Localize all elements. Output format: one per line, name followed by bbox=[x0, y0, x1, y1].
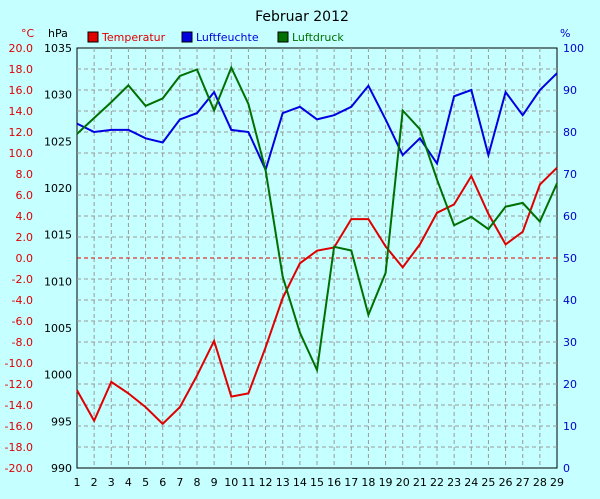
x-tick-label: 19 bbox=[379, 476, 393, 489]
x-tick-label: 7 bbox=[176, 476, 183, 489]
temperature-tick-label: 8.0 bbox=[16, 168, 34, 181]
temperature-tick-label: 20.0 bbox=[9, 42, 34, 55]
x-tick-label: 17 bbox=[344, 476, 358, 489]
legend-label: Luftfeuchte bbox=[196, 31, 259, 44]
temperature-tick-label: 18.0 bbox=[9, 63, 34, 76]
x-tick-label: 26 bbox=[499, 476, 513, 489]
temperature-tick-label: -16.0 bbox=[5, 420, 33, 433]
x-tick-label: 28 bbox=[533, 476, 547, 489]
x-tick-label: 10 bbox=[224, 476, 238, 489]
x-tick-label: 27 bbox=[516, 476, 530, 489]
x-tick-label: 2 bbox=[91, 476, 98, 489]
legend-swatch bbox=[277, 31, 289, 43]
temperature-tick-label: 10.0 bbox=[9, 147, 34, 160]
temperature-tick-label: 4.0 bbox=[16, 210, 34, 223]
temperature-tick-label: 14.0 bbox=[9, 105, 34, 118]
humidity-tick-label: 50 bbox=[563, 252, 577, 265]
legend-swatch bbox=[181, 31, 193, 43]
temperature-tick-label: 0.0 bbox=[16, 252, 34, 265]
x-tick-label: 8 bbox=[194, 476, 201, 489]
pressure-tick-label: 1025 bbox=[44, 135, 72, 148]
pressure-tick-label: 1005 bbox=[44, 322, 72, 335]
humidity-tick-label: 80 bbox=[563, 126, 577, 139]
x-tick-label: 20 bbox=[396, 476, 410, 489]
chart-title: Februar 2012 bbox=[255, 9, 349, 25]
humidity-tick-label: 0 bbox=[563, 462, 570, 475]
temperature-tick-label: -14.0 bbox=[5, 399, 33, 412]
temperature-tick-label: -2.0 bbox=[12, 273, 33, 286]
temperature-tick-label: 16.0 bbox=[9, 84, 34, 97]
humidity-unit-label: % bbox=[560, 27, 570, 40]
x-tick-label: 15 bbox=[310, 476, 324, 489]
x-tick-label: 6 bbox=[159, 476, 166, 489]
pressure-tick-label: 1035 bbox=[44, 42, 72, 55]
legend-swatch bbox=[87, 31, 99, 43]
humidity-tick-label: 100 bbox=[563, 42, 584, 55]
x-tick-label: 3 bbox=[108, 476, 115, 489]
x-tick-label: 18 bbox=[361, 476, 375, 489]
temperature-tick-label: 12.0 bbox=[9, 126, 34, 139]
humidity-tick-label: 40 bbox=[563, 294, 577, 307]
x-tick-label: 14 bbox=[293, 476, 307, 489]
series-line bbox=[76, 65, 558, 374]
humidity-tick-label: 60 bbox=[563, 210, 577, 223]
x-tick-label: 29 bbox=[550, 476, 564, 489]
x-tick-label: 22 bbox=[430, 476, 444, 489]
pressure-tick-label: 1015 bbox=[44, 229, 72, 242]
pressure-tick-label: 1000 bbox=[44, 369, 72, 382]
x-tick-label: 25 bbox=[481, 476, 495, 489]
x-tick-label: 13 bbox=[276, 476, 290, 489]
x-tick-label: 16 bbox=[327, 476, 341, 489]
temperature-tick-label: -10.0 bbox=[5, 357, 33, 370]
legend: Temperatur Luftfeuchte Luftdruck bbox=[87, 31, 344, 44]
pressure-tick-label: 1020 bbox=[44, 182, 72, 195]
humidity-tick-label: 70 bbox=[563, 168, 577, 181]
x-tick-label: 24 bbox=[464, 476, 478, 489]
x-tick-label: 9 bbox=[211, 476, 218, 489]
humidity-tick-label: 20 bbox=[563, 378, 577, 391]
humidity-tick-label: 90 bbox=[563, 84, 577, 97]
temperature-tick-label: 6.0 bbox=[16, 189, 34, 202]
pressure-tick-label: 1030 bbox=[44, 89, 72, 102]
x-tick-label: 1 bbox=[74, 476, 81, 489]
pressure-tick-label: 995 bbox=[51, 415, 72, 428]
x-tick-label: 4 bbox=[125, 476, 132, 489]
x-tick-label: 11 bbox=[241, 476, 255, 489]
temperature-tick-label: -18.0 bbox=[5, 441, 33, 454]
temperature-tick-label: -12.0 bbox=[5, 378, 33, 391]
humidity-tick-label: 10 bbox=[563, 420, 577, 433]
x-tick-label: 21 bbox=[413, 476, 427, 489]
legend-label: Luftdruck bbox=[292, 31, 344, 44]
pressure-tick-label: 1010 bbox=[44, 275, 72, 288]
pressure-unit-label: hPa bbox=[48, 27, 68, 40]
temperature-tick-label: 2.0 bbox=[16, 231, 34, 244]
temperature-tick-label: -20.0 bbox=[5, 462, 33, 475]
series-line bbox=[76, 166, 558, 426]
humidity-tick-label: 30 bbox=[563, 336, 577, 349]
temperature-unit-label: °C bbox=[21, 27, 35, 40]
plot-area: -20.0 -18.0 -16.0 -14.0 -12.0 -10.0 -8.0 -6.0 -4… bbox=[5, 42, 584, 489]
pressure-tick-label: 990 bbox=[51, 462, 72, 475]
x-tick-label: 5 bbox=[142, 476, 149, 489]
temperature-tick-label: -8.0 bbox=[12, 336, 33, 349]
temperature-tick-label: -6.0 bbox=[12, 315, 33, 328]
x-tick-label: 23 bbox=[447, 476, 461, 489]
x-tick-label: 12 bbox=[259, 476, 273, 489]
legend-label: Temperatur bbox=[101, 31, 166, 44]
temperature-tick-label: -4.0 bbox=[12, 294, 33, 307]
series-line bbox=[76, 72, 558, 173]
